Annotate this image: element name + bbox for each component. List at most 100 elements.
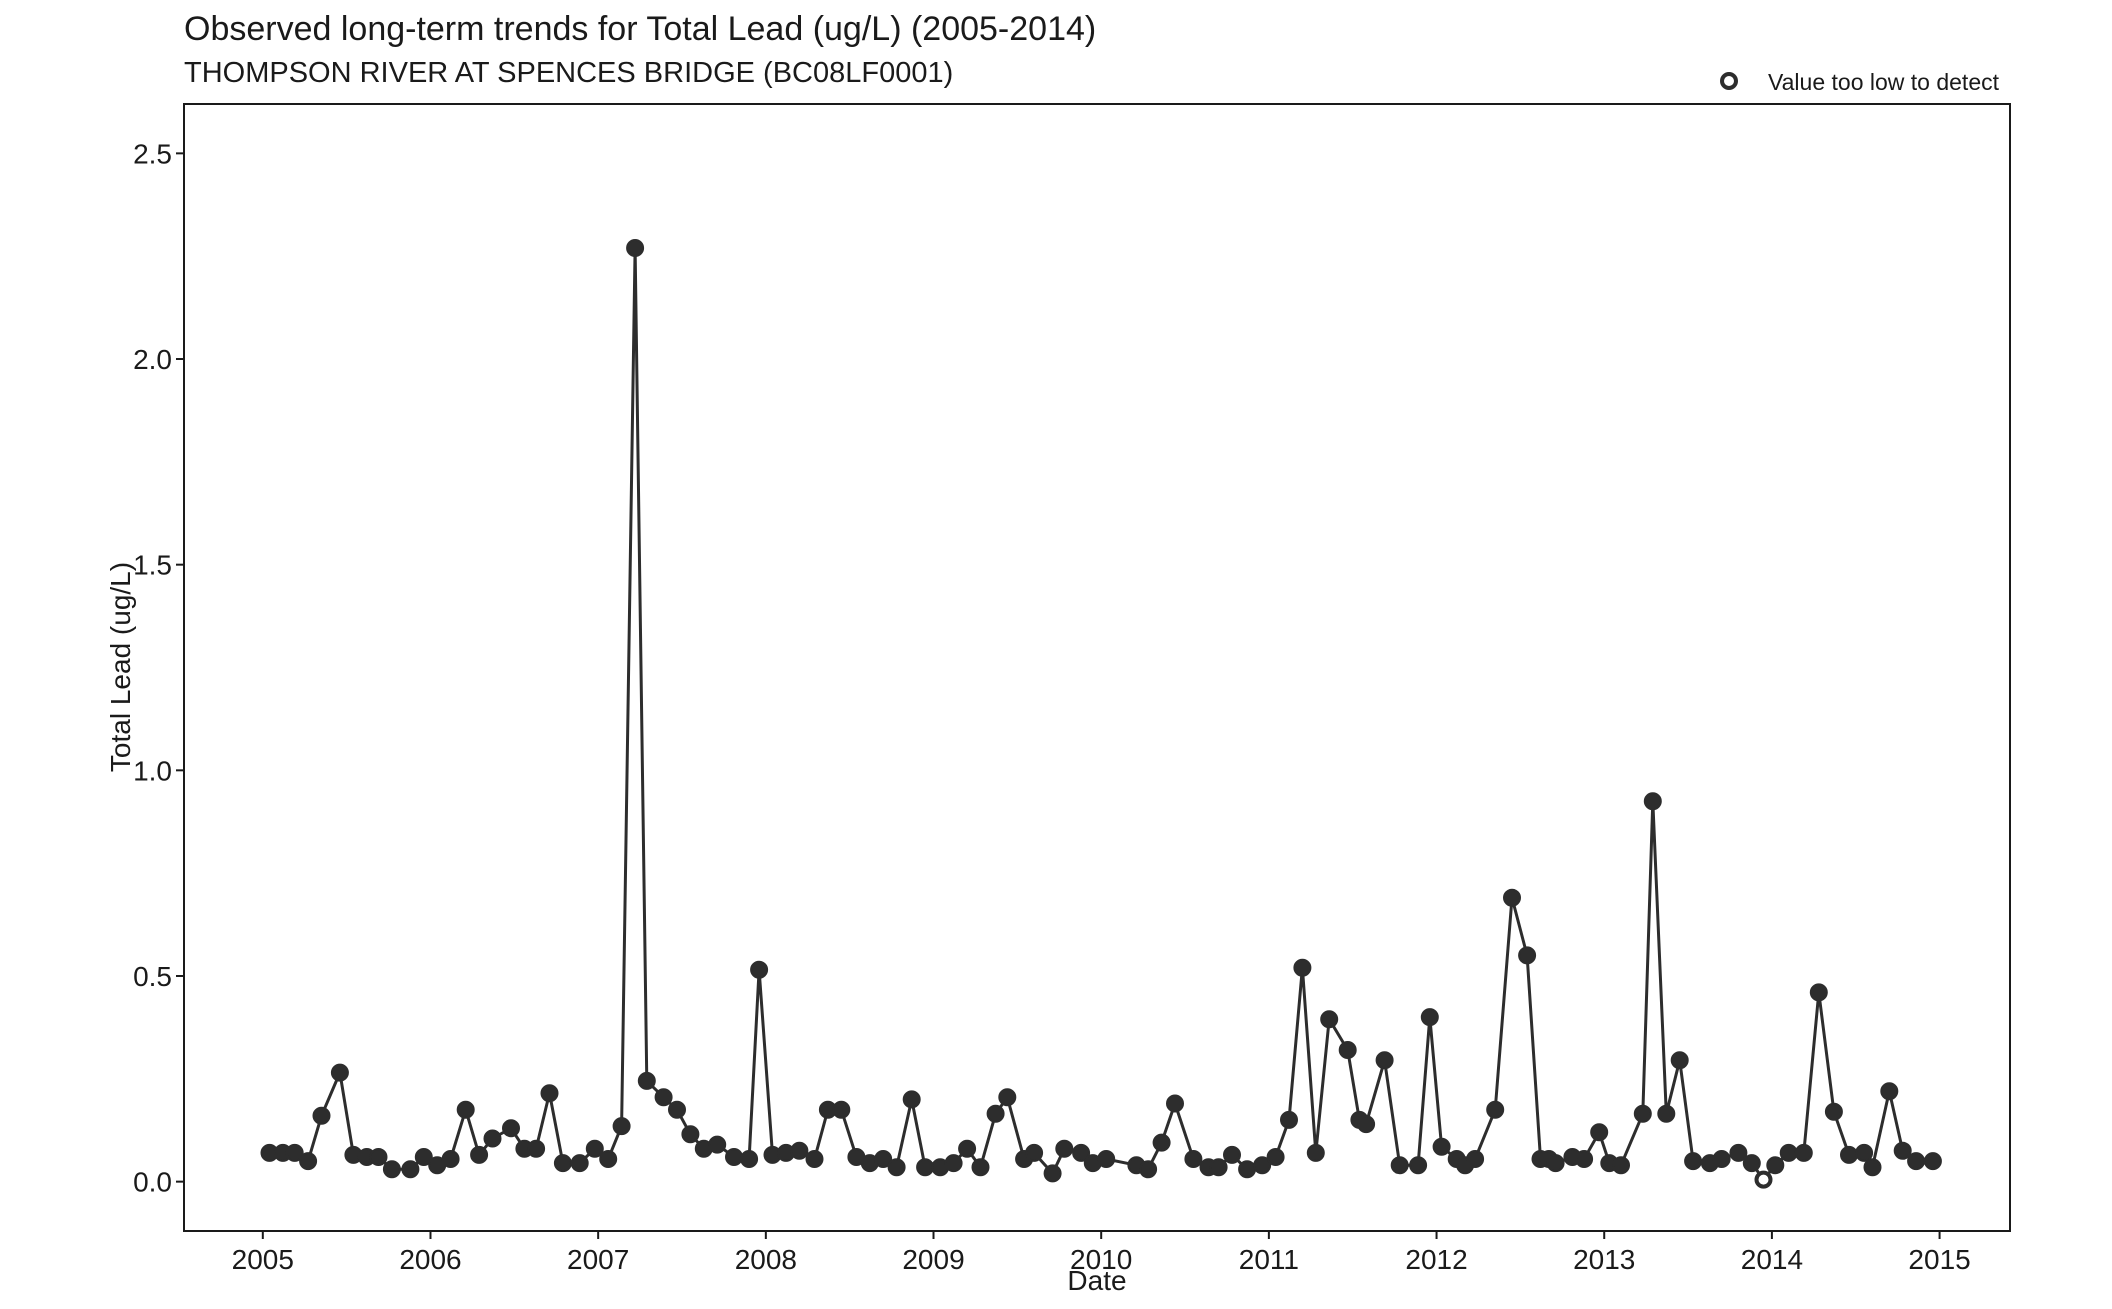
data-point	[1097, 1150, 1116, 1168]
x-axis-title: Date	[1067, 1265, 1126, 1296]
data-point	[1166, 1094, 1184, 1113]
data-point	[1840, 1145, 1858, 1164]
y-tick-label: 1.0	[133, 755, 172, 786]
data-point	[401, 1160, 420, 1179]
data-point	[750, 960, 769, 979]
data-point	[1420, 1008, 1439, 1027]
data-point	[299, 1152, 318, 1171]
data-point	[1375, 1051, 1394, 1070]
data-point	[1139, 1160, 1158, 1179]
data-point	[1390, 1156, 1409, 1175]
data-point	[1575, 1150, 1594, 1168]
data-point	[1238, 1160, 1257, 1179]
data-point	[668, 1100, 686, 1119]
data-point	[1320, 1010, 1339, 1029]
data-point	[1612, 1156, 1630, 1175]
data-point	[1794, 1143, 1813, 1162]
data-point	[902, 1090, 921, 1109]
data-point	[1409, 1156, 1428, 1175]
x-tick-label: 2010	[1070, 1244, 1132, 1275]
data-point-below-detection	[1754, 1170, 1773, 1189]
y-tick-label: 0.5	[133, 961, 172, 992]
data-point	[1209, 1158, 1228, 1177]
data-point	[470, 1145, 489, 1164]
data-point	[1712, 1150, 1731, 1168]
y-tick-label: 1.5	[133, 550, 172, 581]
data-point	[1486, 1100, 1505, 1119]
data-point	[1809, 983, 1828, 1002]
data-point	[553, 1154, 572, 1173]
data-point	[1893, 1141, 1912, 1160]
data-point	[330, 1063, 349, 1082]
data-point	[1923, 1152, 1942, 1171]
data-point	[1633, 1104, 1652, 1123]
data-point	[1152, 1133, 1171, 1152]
data-point	[1055, 1139, 1074, 1158]
data-point	[944, 1154, 963, 1173]
data-point	[456, 1100, 475, 1119]
data-point	[998, 1088, 1017, 1107]
data-point	[1223, 1145, 1241, 1164]
data-point	[637, 1071, 656, 1090]
data-point	[1280, 1110, 1298, 1129]
data-point	[874, 1150, 893, 1168]
data-point	[1729, 1143, 1748, 1162]
data-point	[502, 1119, 520, 1138]
data-point	[382, 1160, 401, 1179]
data-point	[540, 1084, 559, 1103]
x-tick-label: 2005	[232, 1244, 294, 1275]
data-point	[1742, 1154, 1761, 1173]
data-point	[1072, 1143, 1091, 1162]
data-point	[832, 1100, 851, 1119]
data-point	[1863, 1158, 1882, 1177]
data-point	[441, 1150, 460, 1168]
data-point	[1766, 1156, 1785, 1175]
data-point	[958, 1139, 977, 1158]
chart-subtitle: THOMPSON RIVER AT SPENCES BRIDGE (BC08LF…	[184, 57, 953, 89]
data-point	[1184, 1150, 1203, 1168]
x-tick-label: 2009	[902, 1244, 964, 1275]
data-point	[1338, 1041, 1357, 1059]
data-point	[1546, 1154, 1565, 1173]
data-point	[1466, 1150, 1485, 1168]
data-point	[414, 1148, 433, 1166]
data-point	[1590, 1123, 1609, 1142]
legend-open-circle-icon	[1720, 72, 1738, 90]
data-point	[790, 1141, 809, 1160]
data-point	[1432, 1137, 1451, 1156]
data-point	[1357, 1115, 1376, 1134]
data-point	[369, 1148, 388, 1166]
y-tick-label: 2.0	[133, 344, 172, 375]
data-point	[1779, 1143, 1798, 1162]
data-point	[1684, 1152, 1703, 1171]
y-tick-label: 0.0	[133, 1167, 172, 1198]
plot-panel	[183, 103, 2011, 1232]
series-line	[269, 247, 1933, 1183]
x-axis: 2005 2006 2007 2008 2009 2010 2011 2012 2013 2014…	[232, 1231, 1971, 1275]
legend: Value too low to detect	[1720, 69, 2000, 95]
data-points	[260, 239, 1942, 1189]
data-point	[1025, 1143, 1044, 1162]
data-point	[570, 1154, 589, 1173]
data-point	[1266, 1148, 1285, 1166]
data-point	[1670, 1051, 1689, 1070]
data-point	[1293, 958, 1312, 977]
x-tick-label: 2008	[735, 1244, 797, 1275]
y-axis: 0.0 0.5 1.0 1.5 2.0 2.5	[133, 138, 184, 1198]
data-point	[285, 1143, 304, 1162]
data-point	[599, 1150, 618, 1168]
x-tick-label: 2014	[1741, 1244, 1803, 1275]
x-tick-label: 2007	[567, 1244, 629, 1275]
data-point	[312, 1106, 331, 1125]
chart-title: Observed long-term trends for Total Lead…	[184, 10, 1096, 48]
y-tick-label: 2.5	[133, 138, 172, 169]
data-point	[1518, 946, 1537, 965]
data-point	[725, 1148, 743, 1166]
data-point	[708, 1135, 727, 1154]
data-point	[1907, 1152, 1926, 1171]
legend-label: Value too low to detect	[1768, 69, 2000, 95]
data-point	[612, 1117, 631, 1136]
x-tick-label: 2013	[1573, 1244, 1635, 1275]
data-point	[483, 1129, 502, 1148]
